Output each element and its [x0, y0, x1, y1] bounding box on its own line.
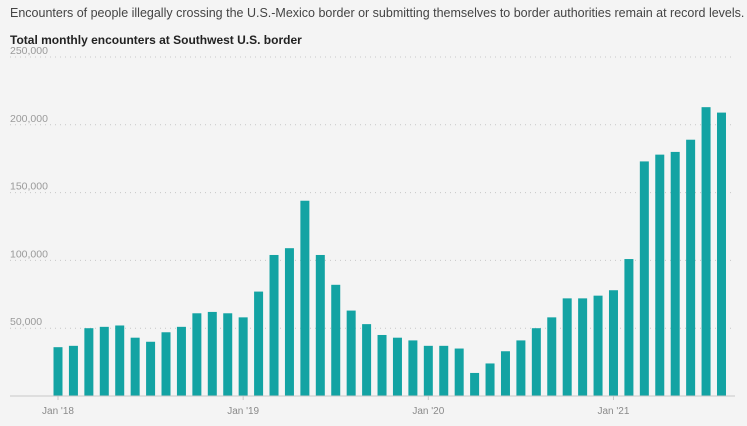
bar-2018-03: [84, 328, 94, 396]
bar-2020-02: [439, 345, 449, 396]
bar-2021-03: [639, 161, 649, 396]
bar-2020-05: [485, 363, 495, 396]
y-tick-label: 200,000: [10, 113, 48, 125]
chart-title: Total monthly encounters at Southwest U.…: [10, 33, 302, 47]
x-axis-ticks: Jan '18 Jan '19 Jan '20 Jan '21: [42, 396, 630, 417]
bar-2019-07: [331, 284, 341, 396]
bar-2018-11: [207, 311, 217, 396]
bar-2019-06: [315, 254, 325, 396]
y-tick-label: 100,000: [10, 248, 48, 260]
bar-2021-08: [716, 112, 726, 396]
bar-2020-11: [578, 298, 588, 396]
bar-2020-07: [516, 340, 526, 396]
bar-2019-10: [377, 334, 387, 396]
bar-2021-06: [686, 139, 696, 396]
bar-2018-10: [192, 313, 202, 396]
bar-2019-05: [300, 200, 310, 396]
bar-2018-09: [176, 326, 186, 396]
bar-2018-12: [223, 313, 233, 396]
y-tick-label: 50,000: [10, 316, 42, 328]
bar-2020-06: [500, 351, 510, 396]
bar-2020-04: [470, 372, 480, 396]
bars: [53, 107, 726, 396]
bar-2018-06: [130, 337, 140, 396]
bar-2019-04: [284, 248, 294, 396]
x-tick-label: Jan '20: [412, 406, 444, 417]
bar-2018-08: [161, 332, 171, 396]
bar-2019-03: [269, 254, 279, 396]
x-tick-label: Jan '21: [598, 406, 630, 417]
x-tick-label: Jan '18: [42, 406, 74, 417]
gridlines: 50,000 100,000 150,000 200,000 250,000: [10, 45, 735, 329]
bar-2020-01: [423, 345, 433, 396]
bar-2018-01: [53, 347, 63, 396]
chart-subtitle: Encounters of people illegally crossing …: [10, 6, 745, 20]
bar-2021-04: [655, 154, 665, 396]
bar-2018-02: [68, 345, 78, 396]
bar-2020-08: [531, 328, 541, 396]
bar-2019-11: [392, 337, 402, 396]
bar-2019-09: [362, 324, 372, 396]
bar-2018-05: [115, 325, 125, 396]
bar-2021-01: [608, 290, 618, 396]
bar-2020-03: [454, 348, 464, 396]
bar-2019-12: [408, 340, 418, 396]
bar-2021-07: [701, 107, 711, 396]
bar-2021-02: [624, 259, 634, 396]
bar-2018-04: [99, 326, 109, 396]
bar-2019-08: [346, 310, 356, 396]
bar-2019-01: [238, 317, 248, 396]
bar-2020-10: [562, 298, 572, 396]
bar-2018-07: [146, 341, 156, 396]
y-tick-label: 150,000: [10, 181, 48, 193]
y-tick-label: 250,000: [10, 45, 48, 57]
x-tick-label: Jan '19: [227, 406, 259, 417]
bar-2021-05: [670, 151, 680, 396]
bar-2020-12: [593, 295, 603, 396]
bar-2020-09: [547, 317, 557, 396]
bar-2019-02: [254, 291, 264, 396]
